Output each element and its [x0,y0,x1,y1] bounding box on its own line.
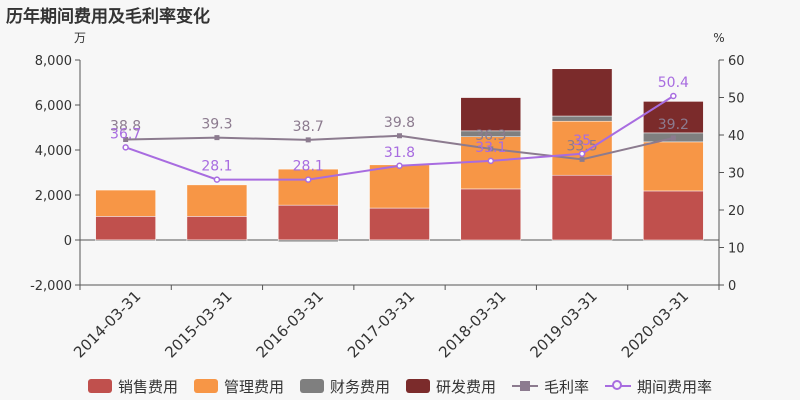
right-axis-tick-label: 0 [728,279,736,294]
legend-swatch [87,379,112,393]
bar-segment [369,164,430,209]
line-point [578,150,586,157]
line-point [122,144,129,151]
bar-segment [551,174,613,241]
left-axis-tick-label: 2,000 [35,189,72,204]
legend-label: 管理费用 [223,377,284,396]
legend-item[interactable]: 毛利率 [512,376,589,397]
chart-legend: 销售费用 管理费用 财务费用 研发费用 毛利率 期间费用率 [0,374,800,398]
bar-segment [460,97,522,132]
legend-line-icon [512,379,539,393]
left-axis-tick-label: 0 [64,234,72,249]
x-axis-tick-label: 2015-03-31 [161,287,235,361]
chart-canvas: -2,000 0 2,000 4,000 6,000 8,000 0 10 20 30 40 50 60… [30,31,745,361]
bar-segment [186,216,248,241]
data-label: 33.5 [566,138,597,154]
data-label: 50.4 [658,75,689,91]
legend-item[interactable]: 期间费用率 [605,376,712,397]
bar-segment [277,204,339,241]
left-axis-tick-label: 8,000 [35,54,72,69]
line-point [670,92,677,100]
x-axis-tick-label: 2016-03-31 [253,287,327,361]
line-point [305,137,311,143]
legend-label: 销售费用 [117,377,178,396]
right-axis-tick-label: 20 [728,204,745,219]
x-axis-tick-label: 2020-03-31 [618,287,692,361]
line-point [396,162,403,169]
legend-swatch [299,379,324,393]
bar-segment [643,101,704,134]
right-axis-unit: % [713,31,724,45]
legend-item[interactable]: 销售费用 [87,376,178,397]
bar-segment [643,141,704,192]
line-point [397,133,402,139]
legend-swatch [193,379,218,393]
right-axis-tick-label: 10 [728,242,745,257]
data-label: 39.8 [384,115,415,131]
bar-segment [643,190,704,241]
data-label: 36.7 [110,126,141,142]
bar-segment [186,239,248,242]
legend-line-icon [605,379,632,393]
data-label: 28.1 [293,159,324,175]
left-axis-tick-label: 6,000 [35,99,72,114]
line-point [123,137,129,142]
legend-label: 研发费用 [436,377,497,396]
bar-segment [95,189,156,217]
x-axis-tick-label: 2014-03-31 [70,287,144,361]
legend-label: 期间费用率 [637,377,713,396]
x-axis-tick-label: 2018-03-31 [435,287,509,361]
bar-segment [369,239,430,242]
data-label: 38.8 [110,119,141,135]
data-label: 36.3 [475,128,506,144]
x-axis-tick-label: 2017-03-31 [344,287,418,361]
line-point [214,135,220,141]
left-axis-tick-label: 4,000 [35,144,72,159]
data-label: 39.3 [201,117,232,133]
bar-segment [95,239,156,242]
legend-label: 财务费用 [329,377,390,396]
data-label: 35 [573,133,591,149]
left-axis-unit: 万 [74,31,86,45]
bar-segment [551,68,613,117]
data-label: 38.7 [293,119,324,135]
line-point [488,146,494,152]
bar-segment [551,120,613,176]
line-point [213,176,221,183]
data-label: 31.8 [384,145,415,161]
right-axis-tick-label: 30 [728,167,745,182]
bar-segment [369,207,430,241]
legend-item[interactable]: 研发费用 [406,376,496,397]
right-axis-tick-label: 40 [728,129,745,144]
x-axis-tick-label: 2019-03-31 [527,287,601,361]
right-axis-tick-label: 60 [728,54,745,69]
legend-item[interactable]: 财务费用 [299,376,390,397]
line-point [670,135,676,141]
line-point [579,156,585,162]
chart-title: 历年期间费用及毛利率变化 [6,7,210,27]
bar-segment [460,188,522,241]
legend-swatch [406,379,430,393]
right-axis-tick-label: 50 [728,92,745,107]
bar-segment [551,115,613,122]
bar-segment [277,168,339,206]
legend-item[interactable]: 管理费用 [193,376,284,397]
bar-segment [186,184,248,217]
bar-segment [277,239,339,243]
bar-segment [95,216,156,241]
line-point [304,176,312,183]
line-point [487,157,495,165]
data-label: 28.1 [201,159,232,175]
data-label: 39.2 [658,117,689,133]
data-label: 33.1 [475,140,506,156]
legend-label: 毛利率 [544,377,590,396]
left-axis-tick-label: -2,000 [30,279,72,294]
